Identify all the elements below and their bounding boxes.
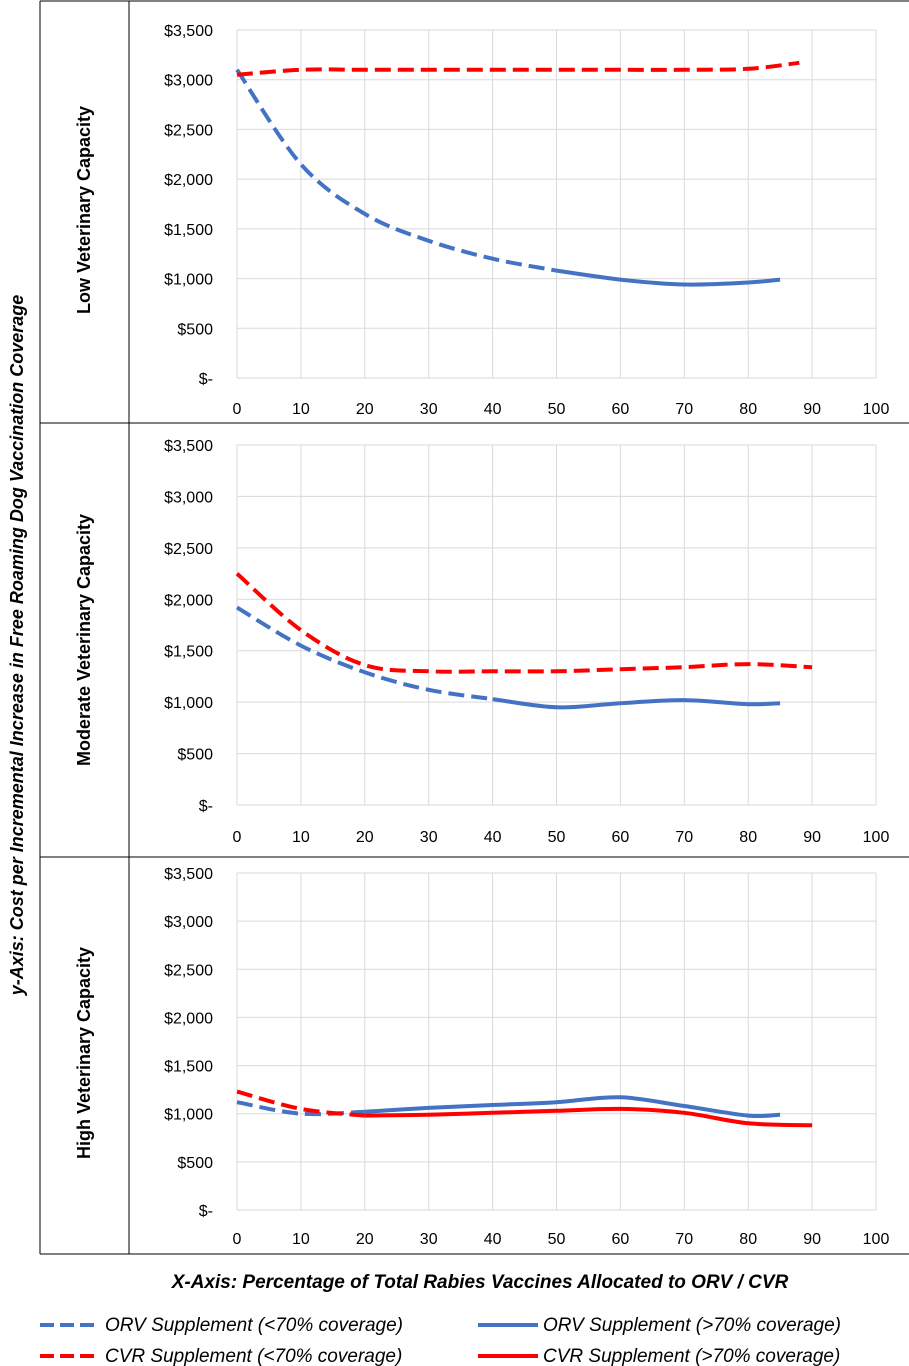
legend-label-orv-below: ORV Supplement (<70% coverage) <box>105 1315 403 1336</box>
x-tick-label: 30 <box>420 829 438 846</box>
x-axis-title: X-Axis: Percentage of Total Rabies Vacci… <box>171 1272 789 1293</box>
orv-solid-series-line <box>556 268 781 287</box>
x-tick-label: 40 <box>484 401 502 418</box>
x-tick-label: 80 <box>739 401 757 418</box>
x-tick-label: 70 <box>675 829 693 846</box>
row-label-moderate: Moderate Veterinary Capacity <box>74 514 94 766</box>
y-tick-label: $3,500 <box>164 23 213 40</box>
y-tick-label: $500 <box>177 747 213 764</box>
x-tick-label: 80 <box>739 1231 757 1248</box>
panel-moderate-capacity: $- $500 $1,000 $1,500 $2,000 $2,500 $3,000 $3,5… <box>164 438 889 846</box>
x-tick-label: 100 <box>863 829 890 846</box>
x-tick-label: 10 <box>292 1231 310 1248</box>
x-tick-label: 20 <box>356 1231 374 1248</box>
y-tick-label: $2,000 <box>164 1010 213 1027</box>
row-label-low: Low Veterinary Capacity <box>74 106 94 314</box>
y-tick-label: $3,000 <box>164 489 213 506</box>
x-tick-label: 30 <box>420 1231 438 1248</box>
x-tick-label: 0 <box>233 401 242 418</box>
x-tick-label: 50 <box>548 1231 566 1248</box>
legend-label-orv-above: ORV Supplement (>70% coverage) <box>543 1315 841 1336</box>
x-tick-label: 80 <box>739 829 757 846</box>
y-tick-label: $3,500 <box>164 866 213 883</box>
orv-solid-series-line <box>492 697 781 710</box>
row-label-high: High Veterinary Capacity <box>74 947 94 1159</box>
y-tick-label: $- <box>199 798 213 815</box>
x-tick-label: 30 <box>420 401 438 418</box>
y-tick-label: $1,500 <box>164 222 213 239</box>
y-tick-label: $1,000 <box>164 695 213 712</box>
cvr-dashed-series-line <box>235 572 813 674</box>
x-tick-label: 60 <box>612 401 630 418</box>
x-tick-label: 10 <box>292 401 310 418</box>
y-tick-label: $2,000 <box>164 592 213 609</box>
orv-solid-series-line <box>364 1095 781 1119</box>
panel-low-capacity: $- $500 $1,000 $1,500 $2,000 $2,500 $3,000 $3,5… <box>164 23 889 418</box>
x-tick-label: 0 <box>233 829 242 846</box>
x-tick-label: 10 <box>292 829 310 846</box>
cvr-dashed-series-line <box>236 1089 366 1118</box>
y-tick-label: $500 <box>177 321 213 338</box>
y-tick-label: $3,500 <box>164 438 213 455</box>
y-tick-label: $1,000 <box>164 1107 213 1124</box>
y-tick-label: $1,000 <box>164 272 213 289</box>
legend-item-orv-below: ORV Supplement (<70% coverage) <box>40 1315 403 1336</box>
x-tick-label: 100 <box>863 1231 890 1248</box>
x-tick-label: 90 <box>803 1231 821 1248</box>
y-tick-label: $3,000 <box>164 914 213 931</box>
y-tick-label: $2,500 <box>164 962 213 979</box>
x-tick-label: 60 <box>612 1231 630 1248</box>
legend-label-cvr-above: CVR Supplement (>70% coverage) <box>543 1346 840 1366</box>
y-tick-label: $- <box>199 1203 213 1220</box>
x-tick-label: 90 <box>803 401 821 418</box>
orv-dashed-series-line <box>236 1100 365 1117</box>
x-tick-label: 40 <box>484 1231 502 1248</box>
y-tick-label: $2,500 <box>164 541 213 558</box>
x-tick-label: 90 <box>803 829 821 846</box>
x-tick-label: 20 <box>356 829 374 846</box>
x-tick-label: 70 <box>675 401 693 418</box>
y-axis-title: y-Axis: Cost per Incremental Increase in… <box>7 295 27 997</box>
legend-item-cvr-below: CVR Supplement (<70% coverage) <box>40 1346 402 1366</box>
y-tick-label: $2,500 <box>164 122 213 139</box>
x-tick-label: 100 <box>863 401 890 418</box>
x-tick-label: 70 <box>675 1231 693 1248</box>
x-tick-label: 0 <box>233 1231 242 1248</box>
orv-dashed-series-line <box>235 68 557 273</box>
x-tick-label: 20 <box>356 401 374 418</box>
y-tick-label: $1,500 <box>164 1059 213 1076</box>
y-tick-label: $- <box>199 371 213 388</box>
legend-item-cvr-above: CVR Supplement (>70% coverage) <box>478 1346 840 1366</box>
legend-item-orv-above: ORV Supplement (>70% coverage) <box>478 1315 841 1336</box>
x-tick-label: 50 <box>548 401 566 418</box>
orv-dashed-series-line <box>235 605 493 702</box>
figure-frame <box>39 0 909 1255</box>
x-tick-label: 60 <box>612 829 630 846</box>
legend-label-cvr-below: CVR Supplement (<70% coverage) <box>105 1346 402 1366</box>
x-tick-label: 50 <box>548 829 566 846</box>
y-tick-label: $1,500 <box>164 644 213 661</box>
y-tick-label: $500 <box>177 1155 213 1172</box>
y-tick-label: $3,000 <box>164 73 213 90</box>
x-tick-label: 40 <box>484 829 502 846</box>
cvr-dashed-series-line <box>236 60 800 77</box>
cvr-solid-series-line <box>364 1106 813 1128</box>
panel-high-capacity: $- $500 $1,000 $1,500 $2,000 $2,500 $3,000 $3,5… <box>164 866 889 1248</box>
legend: ORV Supplement (<70% coverage) ORV Suppl… <box>40 1315 841 1366</box>
y-tick-label: $2,000 <box>164 172 213 189</box>
